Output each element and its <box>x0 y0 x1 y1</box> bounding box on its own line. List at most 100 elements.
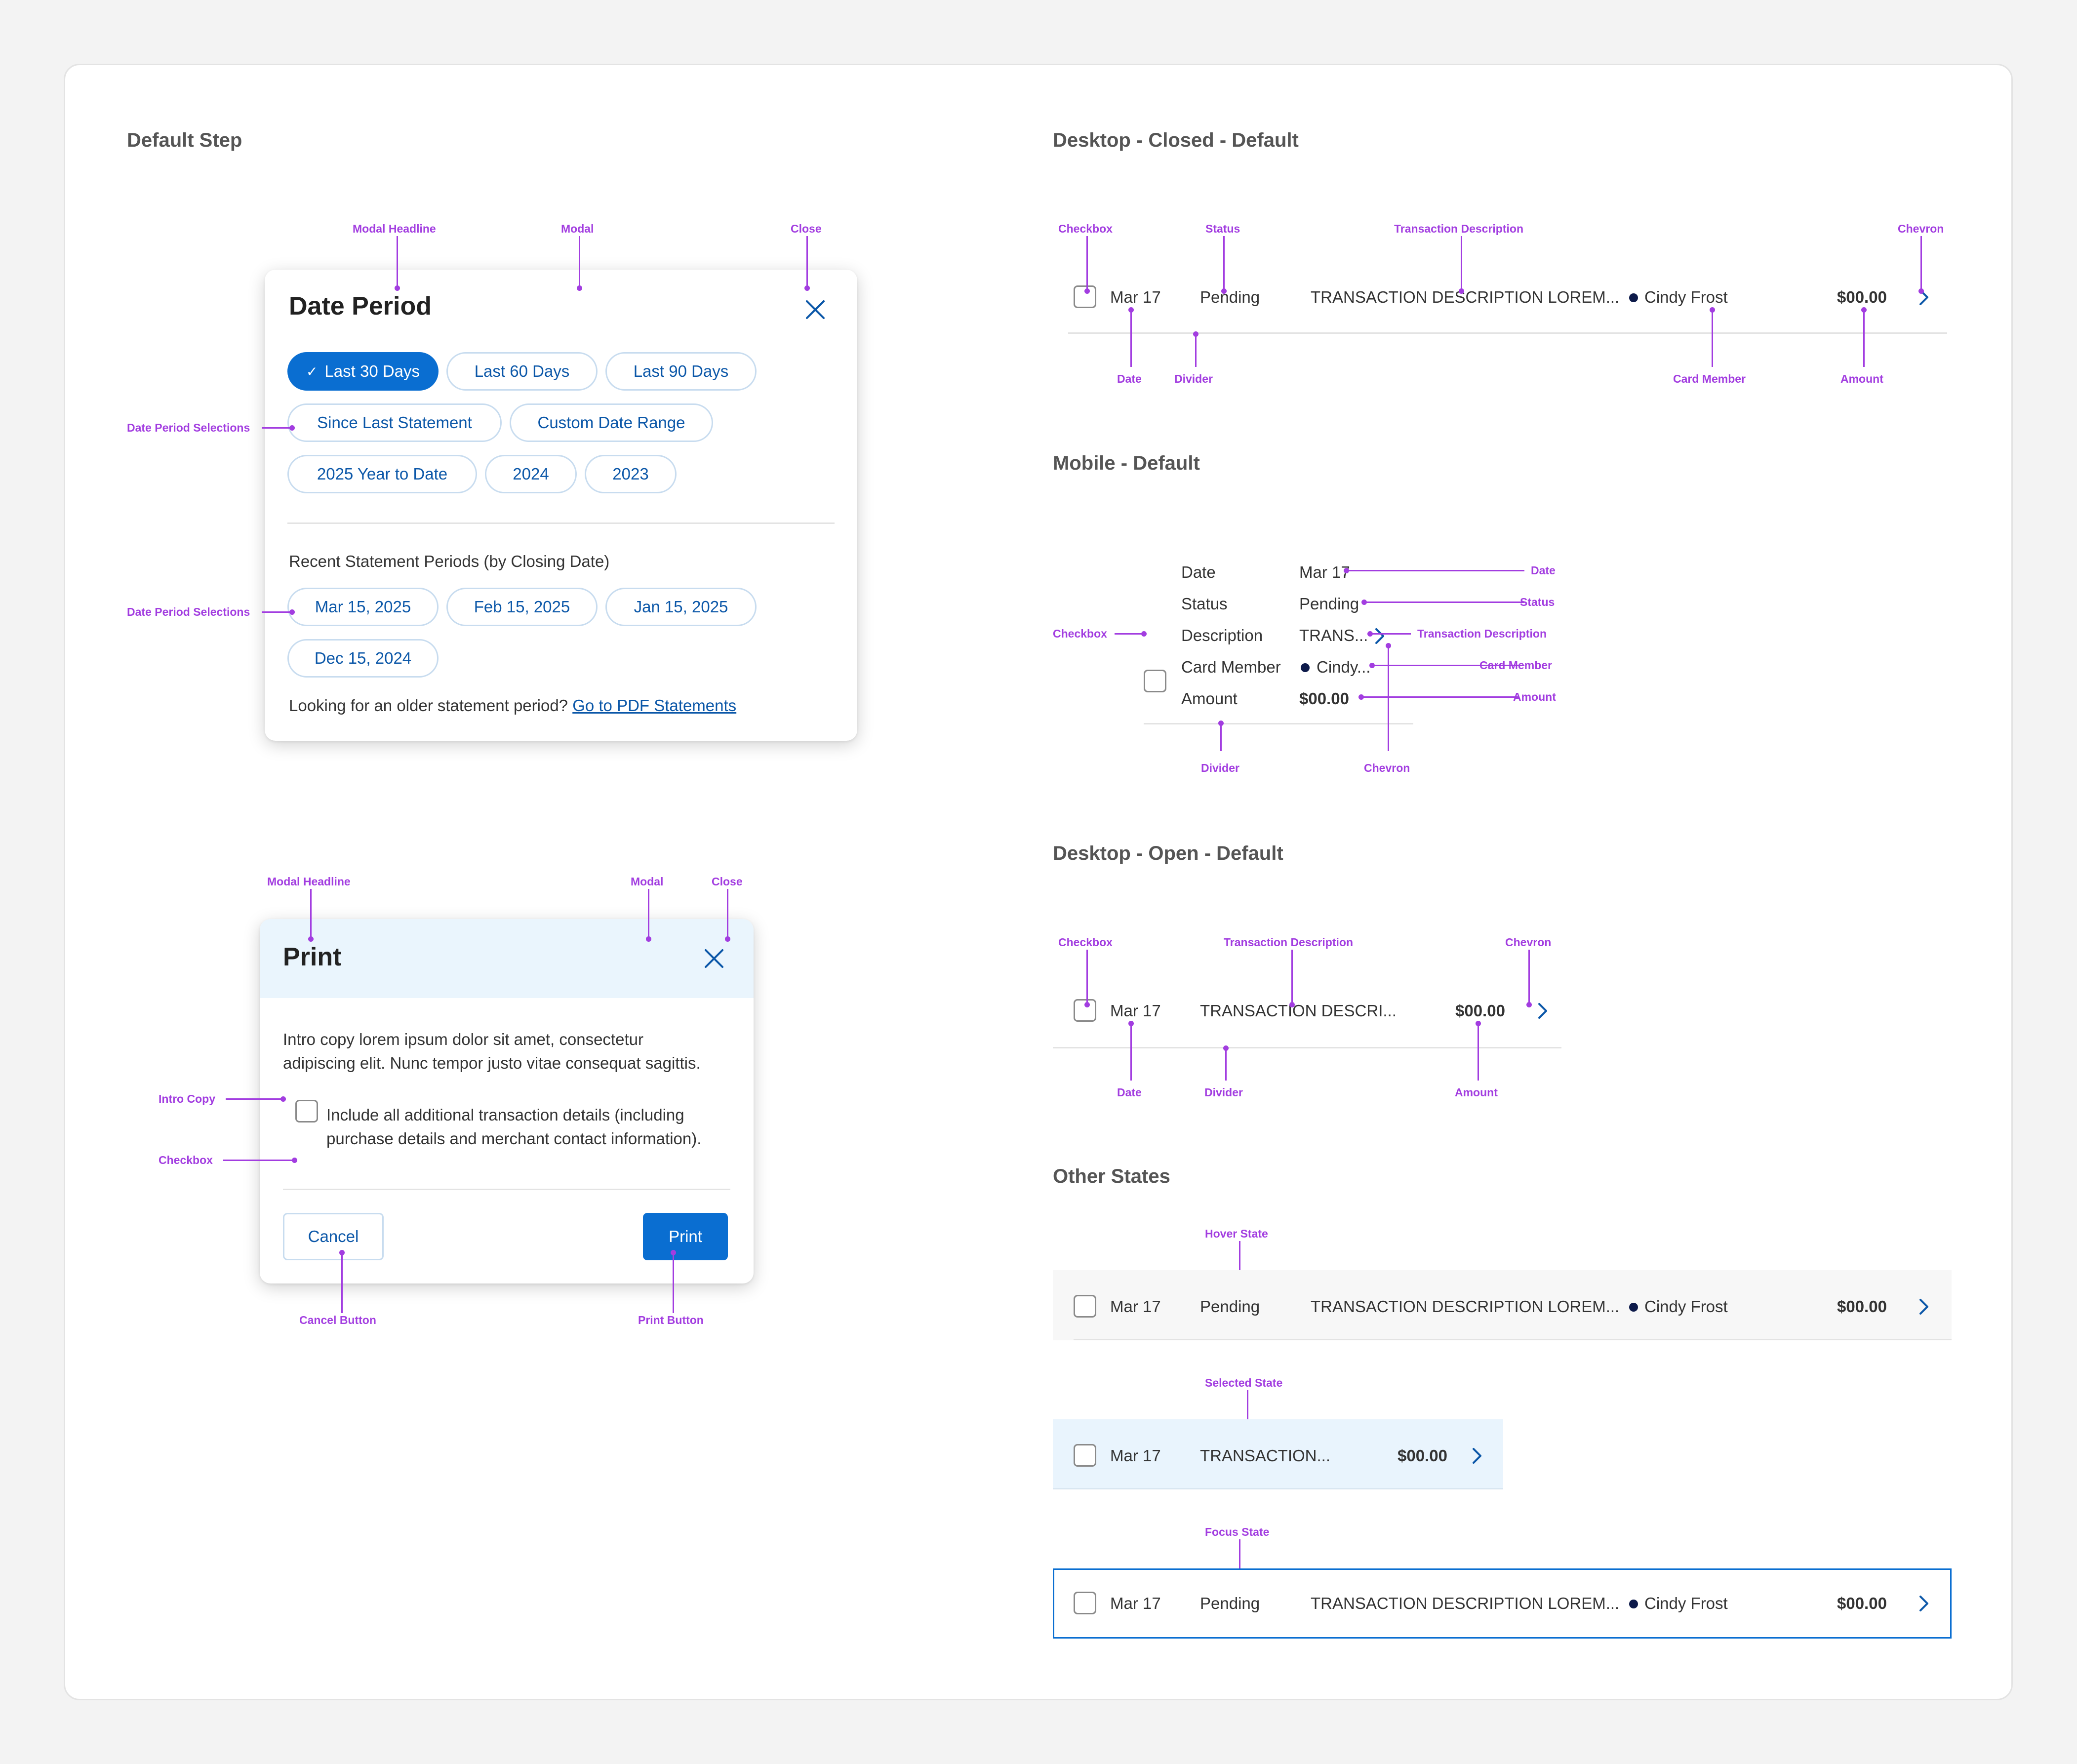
print-button[interactable]: Print <box>643 1213 728 1260</box>
chip-dec-15-2024[interactable]: Dec 15, 2024 <box>287 639 439 678</box>
cancel-button[interactable]: Cancel <box>283 1213 384 1260</box>
mobile-value-card-member: Cindy... <box>1317 658 1371 676</box>
row-date: Mar 17 <box>1110 1446 1161 1465</box>
chip-mar-15-2025[interactable]: Mar 15, 2025 <box>287 588 439 626</box>
mobile-label-amount: Amount <box>1181 689 1238 708</box>
pdf-statements-link[interactable]: Go to PDF Statements <box>572 696 737 715</box>
transaction-row-focus[interactable]: Mar 17 Pending TRANSACTION DESCRIPTION L… <box>1053 1568 1952 1639</box>
annotation-description-closed: Transaction Description <box>1394 222 1524 235</box>
modal-divider <box>287 522 835 524</box>
row-checkbox[interactable] <box>1074 1592 1096 1614</box>
annotation-card-member-mobile: Card Member <box>1479 659 1552 672</box>
chip-since-last-statement[interactable]: Since Last Statement <box>287 403 502 442</box>
annotation-description-open: Transaction Description <box>1224 936 1354 949</box>
mobile-label-description: Description <box>1181 626 1263 644</box>
chevron-right-icon[interactable] <box>1535 1001 1550 1021</box>
row-status: Pending <box>1200 1297 1260 1316</box>
annotation-card-member-closed: Card Member <box>1673 372 1746 385</box>
chip-last-30-days[interactable]: ✓ Last 30 Days <box>287 352 439 391</box>
chevron-right-icon[interactable] <box>1372 626 1387 646</box>
print-modal-header <box>260 919 754 998</box>
close-icon[interactable] <box>702 946 726 971</box>
row-amount: $00.00 <box>1455 1002 1505 1020</box>
member-dot-icon <box>1301 663 1310 672</box>
row-card-member: Cindy Frost <box>1644 1297 1728 1316</box>
chip-custom-date-range[interactable]: Custom Date Range <box>510 403 713 442</box>
annotation-description-mobile: Transaction Description <box>1417 627 1547 640</box>
member-dot-icon <box>1629 1600 1638 1608</box>
row-date: Mar 17 <box>1110 1297 1161 1316</box>
mobile-value-amount: $00.00 <box>1299 689 1349 708</box>
annotation-checkbox-print: Checkbox <box>159 1154 213 1166</box>
mobile-value-date: Mar 17 <box>1299 563 1350 581</box>
section-title-desktop-open: Desktop - Open - Default <box>1053 842 1283 864</box>
intro-copy: Intro copy lorem ipsum dolor sit amet, c… <box>283 1030 701 1072</box>
mobile-label-card-member: Card Member <box>1181 658 1281 676</box>
row-date: Mar 17 <box>1110 288 1161 306</box>
row-checkbox[interactable] <box>1074 1444 1096 1467</box>
annotation-print-button: Print Button <box>638 1314 704 1326</box>
chip-2024[interactable]: 2024 <box>485 455 577 493</box>
canvas-card: Default Step Desktop - Closed - Default … <box>64 64 2013 1700</box>
annotation-divider-open: Divider <box>1204 1086 1243 1099</box>
row-checkbox[interactable] <box>1144 670 1166 692</box>
row-checkbox[interactable] <box>1074 999 1096 1022</box>
annotation-amount-closed: Amount <box>1840 372 1883 385</box>
section-title-other-states: Other States <box>1053 1165 1170 1187</box>
chip-last-60-days[interactable]: Last 60 Days <box>446 352 598 391</box>
row-amount: $00.00 <box>1398 1446 1447 1465</box>
row-divider <box>1074 1339 1952 1340</box>
row-description: TRANSACTION DESCRIPTION LOREM... <box>1311 1594 1620 1612</box>
modal-footer-text: Looking for an older statement period? G… <box>289 696 737 715</box>
transaction-row-selected[interactable]: Mar 17 TRANSACTION... $00.00 <box>1053 1419 1503 1489</box>
annotation-date-closed: Date <box>1117 372 1142 385</box>
annotation-checkbox-mobile: Checkbox <box>1053 627 1107 640</box>
row-description: TRANSACTION DESCRIPTION LOREM... <box>1311 288 1620 306</box>
annotation-chevron-closed: Chevron <box>1898 222 1944 235</box>
mobile-value-status: Pending <box>1299 595 1359 613</box>
annotation-intro-copy: Intro Copy <box>159 1092 215 1105</box>
annotation-chevron-mobile: Chevron <box>1364 762 1410 774</box>
close-icon[interactable] <box>803 297 828 322</box>
include-details-checkbox[interactable] <box>295 1100 318 1123</box>
section-title-default-step: Default Step <box>127 129 242 151</box>
annotation-modal: Modal <box>561 222 594 235</box>
row-divider <box>1053 1488 1503 1489</box>
chip-feb-15-2025[interactable]: Feb 15, 2025 <box>446 588 598 626</box>
transaction-row-hover[interactable]: Mar 17 Pending TRANSACTION DESCRIPTION L… <box>1053 1270 1952 1340</box>
annotation-cancel-button: Cancel Button <box>299 1314 376 1326</box>
recent-periods-heading: Recent Statement Periods (by Closing Dat… <box>289 552 610 570</box>
chip-jan-15-2025[interactable]: Jan 15, 2025 <box>605 588 757 626</box>
annotation-divider-mobile: Divider <box>1201 762 1239 774</box>
member-dot-icon <box>1629 1303 1638 1312</box>
chevron-right-icon[interactable] <box>1470 1446 1484 1466</box>
annotation-modal-headline: Modal Headline <box>353 222 436 235</box>
row-description: TRANSACTION... <box>1200 1446 1331 1465</box>
member-dot-icon <box>1629 293 1638 302</box>
row-description: TRANSACTION DESCRI... <box>1200 1002 1397 1020</box>
modal-divider <box>283 1189 730 1190</box>
mobile-label-status: Status <box>1181 595 1228 613</box>
row-amount: $00.00 <box>1837 288 1887 306</box>
mobile-divider <box>1144 723 1413 724</box>
chip-2025-ytd[interactable]: 2025 Year to Date <box>287 455 477 493</box>
row-card-member: Cindy Frost <box>1644 288 1728 306</box>
annotation-close-print: Close <box>712 875 743 888</box>
include-details-label: Include all additional transaction detai… <box>326 1106 702 1148</box>
chevron-right-icon[interactable] <box>1917 1594 1931 1613</box>
row-card-member: Cindy Frost <box>1644 1594 1728 1612</box>
annotation-date-open: Date <box>1117 1086 1142 1099</box>
row-checkbox[interactable] <box>1074 1295 1096 1318</box>
row-amount: $00.00 <box>1837 1297 1887 1316</box>
transaction-row-desktop-open[interactable]: Mar 17 TRANSACTION DESCRI... $00.00 <box>1053 994 1582 1048</box>
annotation-checkbox-open: Checkbox <box>1058 936 1113 949</box>
annotation-date-period-selections-2: Date Period Selections <box>127 605 250 618</box>
annotation-divider-closed: Divider <box>1174 372 1213 385</box>
transaction-card-mobile[interactable]: Date Status Description Card Member Amou… <box>1144 559 1489 747</box>
chip-2023[interactable]: 2023 <box>585 455 677 493</box>
modal-headline: Date Period <box>289 292 432 321</box>
transaction-row-desktop-closed[interactable]: Mar 17 Pending TRANSACTION DESCRIPTION L… <box>1068 281 2019 335</box>
row-description: TRANSACTION DESCRIPTION LOREM... <box>1311 1297 1620 1316</box>
chip-last-90-days[interactable]: Last 90 Days <box>605 352 757 391</box>
chevron-right-icon[interactable] <box>1917 1297 1931 1317</box>
